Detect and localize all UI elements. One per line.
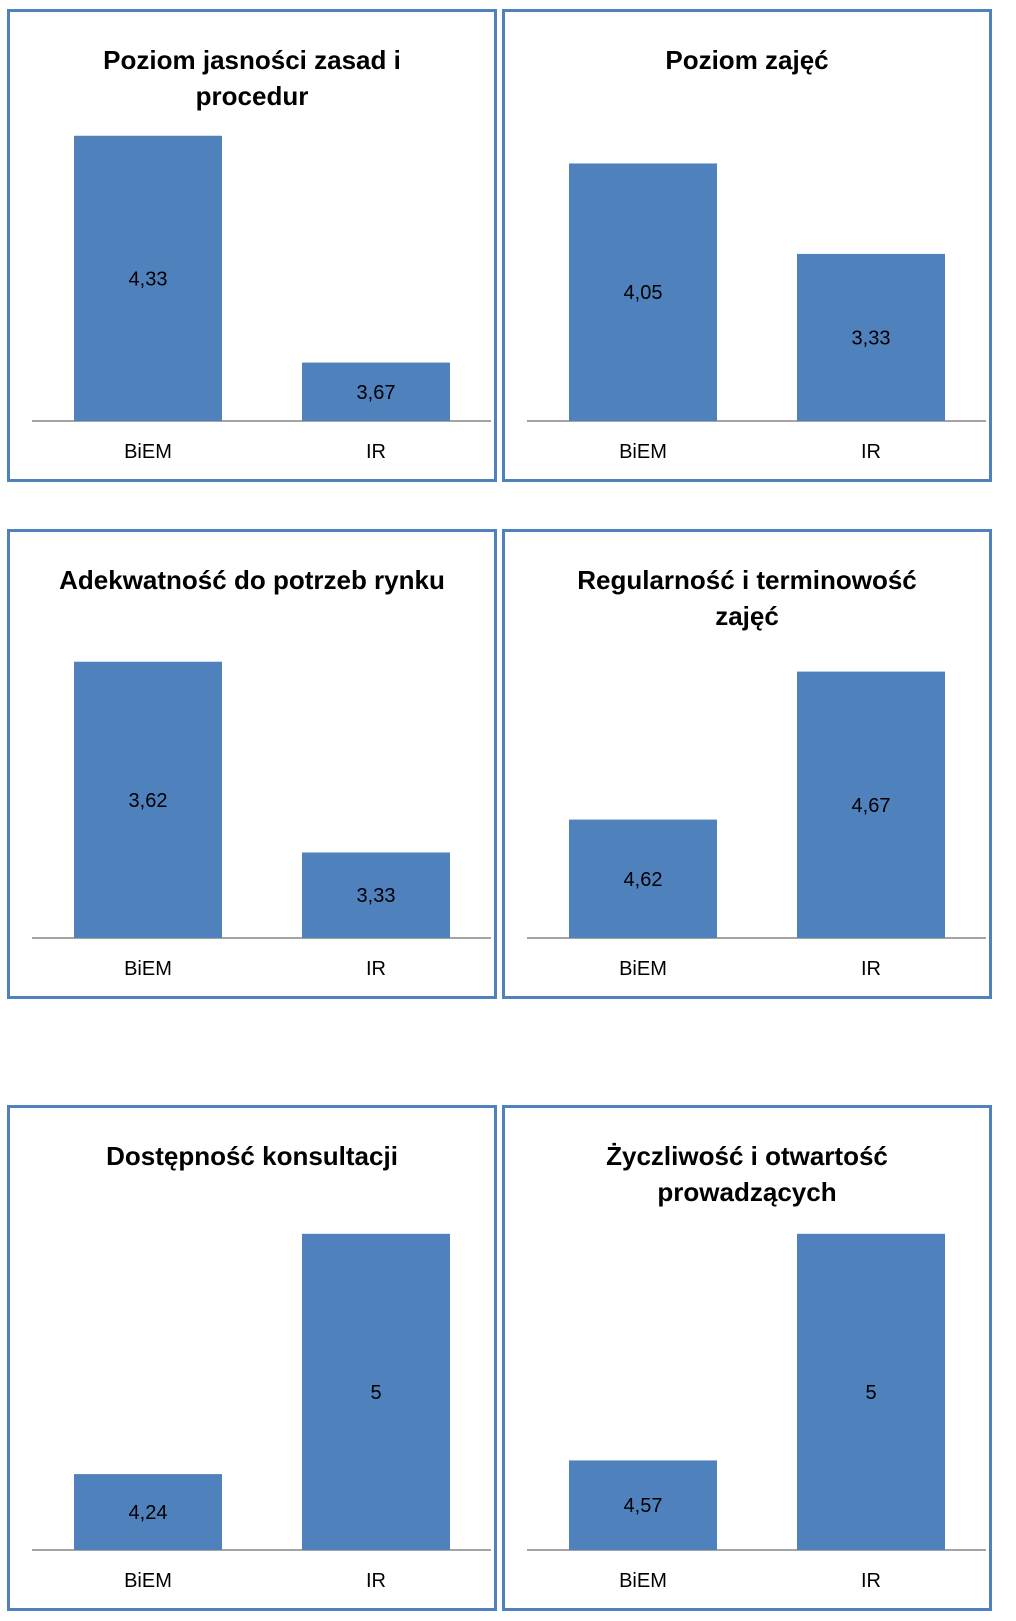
data-label: 5 [370,1382,381,1404]
chart-panel-1: Poziom jasności zasad i procedur 4,33 BiE… [7,9,497,482]
chart-panel-4: Regularność i terminowość zajęć 4,62 BiEM… [502,529,992,999]
bar-ir [302,1233,450,1550]
chart-title: Dostępność konsultacji [106,1141,398,1171]
bar-biem [569,819,717,938]
data-label: 3,33 [852,327,891,349]
data-label: 3,67 [357,382,396,404]
bar-ir [797,671,945,938]
data-label: 4,57 [624,1495,663,1517]
chart-plot: 4,62 BiEM 4,67 IR [527,671,986,980]
bar-ir [302,852,450,938]
data-label: 4,24 [129,1502,168,1524]
chart-plot: 4,57 BiEM 5 IR [527,1233,986,1592]
category-tick-label: BiEM [619,441,667,463]
data-label: 4,33 [129,268,168,290]
chart-title: Adekwatność do potrzeb rynku [59,565,445,595]
bar-biem [569,163,717,421]
category-tick-label: IR [366,1570,386,1592]
category-tick-label: IR [366,441,386,463]
data-label: 5 [865,1382,876,1404]
data-label: 4,67 [852,795,891,817]
category-tick-label: IR [366,958,386,980]
data-label: 4,62 [624,869,663,891]
category-tick-label: BiEM [619,1570,667,1592]
category-tick-label: IR [861,441,881,463]
chart-panel-3: Adekwatność do potrzeb rynku 3,62 BiEM 3,3… [7,529,497,999]
chart-title: Regularność i terminowość zajęć [577,565,917,631]
data-label: 3,33 [357,885,396,907]
bar-ir [797,1233,945,1550]
category-tick-label: BiEM [124,958,172,980]
chart-plot: 3,62 BiEM 3,33 IR [32,661,491,980]
bar-ir [797,253,945,421]
category-tick-label: BiEM [619,958,667,980]
category-tick-label: BiEM [124,441,172,463]
chart-title: Życzliwość i otwartość prowadzących [606,1141,888,1207]
chart-title: Poziom zajęć [665,45,829,75]
bar-biem [569,1460,717,1550]
chart-plot: 4,33 BiEM 3,67 IR [32,135,491,463]
chart-panel-2: Poziom zajęć 4,05 BiEM 3,33 IR [502,9,992,482]
chart-plot: 4,24 BiEM 5 IR [32,1233,491,1592]
chart-panel-5: Dostępność konsultacji 4,24 BiEM 5 IR [7,1105,497,1611]
chart-title: Poziom jasności zasad i procedur [103,45,401,111]
data-label: 3,62 [129,790,168,812]
bar-biem [74,661,222,938]
chart-panel-6: Życzliwość i otwartość prowadzących 4,57… [502,1105,992,1611]
bar-biem [74,135,222,421]
category-tick-label: BiEM [124,1570,172,1592]
data-label: 4,05 [624,282,663,304]
bar-biem [74,1474,222,1550]
category-tick-label: IR [861,1570,881,1592]
bar-ir [302,362,450,421]
chart-plot: 4,05 BiEM 3,33 IR [527,163,986,463]
category-tick-label: IR [861,958,881,980]
